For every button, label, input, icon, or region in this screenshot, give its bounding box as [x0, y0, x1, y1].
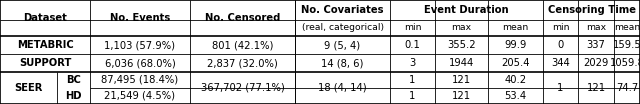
Text: HD: HD	[65, 91, 82, 101]
Text: 801 (42.1%): 801 (42.1%)	[212, 40, 273, 50]
Text: 1: 1	[410, 75, 416, 85]
Text: 1944: 1944	[449, 58, 474, 68]
Text: 87,495 (18.4%): 87,495 (18.4%)	[101, 75, 179, 85]
Text: 121: 121	[452, 91, 471, 101]
Text: No. Covariates: No. Covariates	[301, 5, 384, 15]
Text: 99.9: 99.9	[504, 40, 527, 50]
Text: 205.4: 205.4	[501, 58, 530, 68]
Text: max: max	[586, 24, 606, 32]
Text: 6,036 (68.0%): 6,036 (68.0%)	[104, 58, 175, 68]
Text: No. Events: No. Events	[110, 13, 170, 23]
Text: Dataset: Dataset	[23, 13, 67, 23]
Text: 18 (4, 14): 18 (4, 14)	[318, 83, 367, 93]
Text: max: max	[451, 24, 472, 32]
Text: 1059.8: 1059.8	[609, 58, 640, 68]
Text: 0: 0	[557, 40, 564, 50]
Text: 367,702 (77.1%): 367,702 (77.1%)	[200, 83, 284, 93]
Text: 53.4: 53.4	[504, 91, 527, 101]
Text: 337: 337	[587, 40, 605, 50]
Text: 121: 121	[452, 75, 471, 85]
Text: METABRIC: METABRIC	[17, 40, 74, 50]
Text: Censoring Time: Censoring Time	[547, 5, 636, 15]
Text: min: min	[552, 24, 569, 32]
Text: 344: 344	[551, 58, 570, 68]
Text: 14 (8, 6): 14 (8, 6)	[321, 58, 364, 68]
Text: 2,837 (32.0%): 2,837 (32.0%)	[207, 58, 278, 68]
Text: 1: 1	[410, 91, 416, 101]
Text: mean: mean	[614, 24, 640, 32]
Text: No. Censored: No. Censored	[205, 13, 280, 23]
Text: (real, categorical): (real, categorical)	[301, 24, 383, 32]
Text: 0.1: 0.1	[404, 40, 420, 50]
Text: SEER: SEER	[14, 83, 43, 93]
Text: Event Duration: Event Duration	[424, 5, 509, 15]
Text: 2029: 2029	[583, 58, 609, 68]
Text: 1: 1	[557, 83, 564, 93]
Text: min: min	[404, 24, 421, 32]
Text: SUPPORT: SUPPORT	[19, 58, 71, 68]
Text: 40.2: 40.2	[504, 75, 527, 85]
Text: 355.2: 355.2	[447, 40, 476, 50]
Text: 121: 121	[586, 83, 605, 93]
Text: 3: 3	[410, 58, 415, 68]
Text: 21,549 (4.5%): 21,549 (4.5%)	[104, 91, 175, 101]
Text: 1,103 (57.9%): 1,103 (57.9%)	[104, 40, 175, 50]
Text: mean: mean	[502, 24, 529, 32]
Text: 159.5: 159.5	[612, 40, 640, 50]
Text: 74.7: 74.7	[616, 83, 638, 93]
Text: 9 (5, 4): 9 (5, 4)	[324, 40, 360, 50]
Text: BC: BC	[66, 75, 81, 85]
